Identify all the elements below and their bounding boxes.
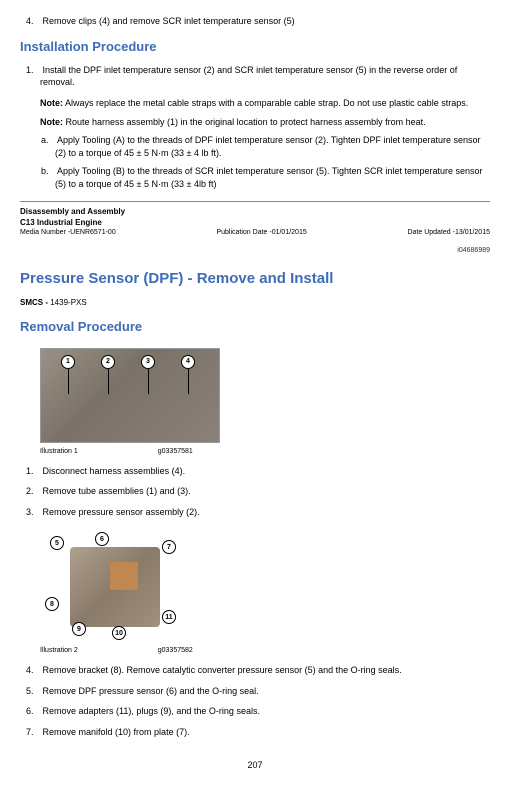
illustration-caption: Illustration 1 g03357581 <box>20 447 490 457</box>
callout: 7 <box>162 540 176 554</box>
note-text: Always replace the metal cable straps wi… <box>63 98 468 108</box>
step-number: 6. <box>26 705 40 718</box>
callout: 8 <box>45 597 59 611</box>
step-item: 4. Remove clips (4) and remove SCR inlet… <box>20 15 490 28</box>
note-line: Note: Route harness assembly (1) in the … <box>20 116 490 129</box>
main-heading: Pressure Sensor (DPF) - Remove and Insta… <box>20 268 490 289</box>
step-number: 7. <box>26 726 40 739</box>
sub-step: a. Apply Tooling (A) to the threads of D… <box>20 134 490 159</box>
callout-line <box>68 369 69 394</box>
step-text: Disconnect harness assemblies (4). <box>43 466 186 476</box>
meta-media: Media Number -UENR6571-00 <box>20 228 116 238</box>
callout: 2 <box>101 355 115 369</box>
step-text: Install the DPF inlet temperature sensor… <box>40 65 457 88</box>
callout: 5 <box>50 536 64 550</box>
note-label: Note: <box>40 98 63 108</box>
device-body <box>70 547 160 627</box>
step-number: 5. <box>26 685 40 698</box>
removal-step: 3. Remove pressure sensor assembly (2). <box>20 506 490 519</box>
illus-code: g03357581 <box>158 447 193 457</box>
install-step: 1. Install the DPF inlet temperature sen… <box>20 64 490 89</box>
callout: 11 <box>162 610 176 624</box>
meta-engine: C13 Industrial Engine <box>20 217 490 228</box>
document-id: i04686989 <box>20 246 490 256</box>
step-text: Remove bracket (8). Remove catalytic con… <box>43 665 402 675</box>
step-number: 4. <box>26 15 40 28</box>
callout: 1 <box>61 355 75 369</box>
step-text: Remove pressure sensor assembly (2). <box>43 507 200 517</box>
sub-letter: b. <box>41 165 55 178</box>
step-number: 4. <box>26 664 40 677</box>
installation-heading: Installation Procedure <box>20 38 490 56</box>
sub-step: b. Apply Tooling (B) to the threads of S… <box>20 165 490 190</box>
callout-line <box>148 369 149 394</box>
sub-text: Apply Tooling (B) to the threads of SCR … <box>55 166 483 189</box>
callout-line <box>188 369 189 394</box>
step-number: 1. <box>26 64 40 77</box>
sub-letter: a. <box>41 134 55 147</box>
illustration-caption: Illustration 2 g03357582 <box>20 646 490 656</box>
illustration-1: 1 2 3 4 <box>40 348 220 443</box>
meta-row: Media Number -UENR6571-00 Publication Da… <box>20 228 490 238</box>
divider-line <box>20 201 490 202</box>
step-number: 1. <box>26 465 40 478</box>
sub-text: Apply Tooling (A) to the threads of DPF … <box>55 135 481 158</box>
note-label: Note: <box>40 117 63 127</box>
illus-code: g03357582 <box>158 646 193 656</box>
callout: 6 <box>95 532 109 546</box>
step-text: Remove clips (4) and remove SCR inlet te… <box>43 16 295 26</box>
meta-block: Disassembly and Assembly C13 Industrial … <box>20 206 490 238</box>
smcs-label: SMCS - <box>20 298 50 307</box>
step-text: Remove tube assemblies (1) and (3). <box>43 486 191 496</box>
meta-pubdate: Publication Date -01/01/2015 <box>216 228 306 238</box>
step-text: Remove DPF pressure sensor (6) and the O… <box>43 686 259 696</box>
callout-line <box>108 369 109 394</box>
meta-title: Disassembly and Assembly <box>20 206 490 217</box>
removal-step: 2. Remove tube assemblies (1) and (3). <box>20 485 490 498</box>
removal-step: 5. Remove DPF pressure sensor (6) and th… <box>20 685 490 698</box>
illustration-2: 5 6 7 8 9 10 11 <box>40 532 190 642</box>
note-text: Route harness assembly (1) in the origin… <box>63 117 426 127</box>
removal-step: 6. Remove adapters (11), plugs (9), and … <box>20 705 490 718</box>
removal-step: 7. Remove manifold (10) from plate (7). <box>20 726 490 739</box>
step-number: 3. <box>26 506 40 519</box>
smcs-line: SMCS - 1439-PXS <box>20 297 490 308</box>
meta-updated: Date Updated -13/01/2015 <box>407 228 490 238</box>
step-number: 2. <box>26 485 40 498</box>
callout: 10 <box>112 626 126 640</box>
removal-step: 1. Disconnect harness assemblies (4). <box>20 465 490 478</box>
callout: 9 <box>72 622 86 636</box>
illus-label: Illustration 2 <box>40 646 78 656</box>
orange-part <box>110 562 138 590</box>
page-number: 207 <box>20 759 490 772</box>
step-text: Remove manifold (10) from plate (7). <box>43 727 190 737</box>
callout: 3 <box>141 355 155 369</box>
callout: 4 <box>181 355 195 369</box>
removal-step: 4. Remove bracket (8). Remove catalytic … <box>20 664 490 677</box>
illus-label: Illustration 1 <box>40 447 78 457</box>
note-line: Note: Always replace the metal cable str… <box>20 97 490 110</box>
removal-heading: Removal Procedure <box>20 318 490 336</box>
step-text: Remove adapters (11), plugs (9), and the… <box>43 706 260 716</box>
smcs-code: 1439-PXS <box>50 298 86 307</box>
